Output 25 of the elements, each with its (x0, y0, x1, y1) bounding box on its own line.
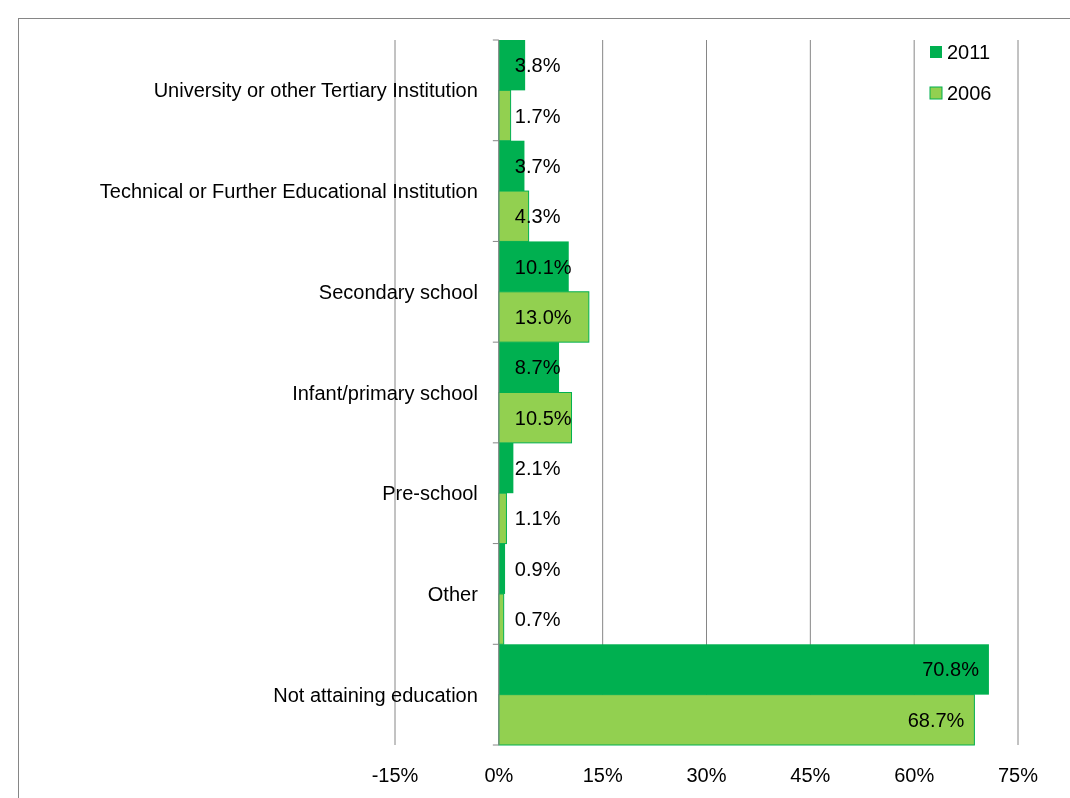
x-tick-label: 60% (894, 764, 935, 786)
y-tick-label: Pre-school (382, 482, 478, 505)
x-tick-label: 45% (790, 764, 831, 786)
y-tick-label: Technical or Further Educational Institution (99, 180, 478, 203)
y-tick-label: Other (427, 582, 479, 605)
legend-label: 2006 (947, 82, 992, 104)
x-tick-label: 15% (582, 764, 623, 786)
data-label: 2.1% (514, 457, 561, 480)
data-label: 1.7% (514, 104, 561, 127)
data-label: 0.9% (514, 557, 561, 580)
y-tick-label: Not attaining education (273, 683, 478, 706)
data-label: 13.0% (514, 305, 572, 328)
x-tick-label: 75% (997, 764, 1039, 786)
y-tick-label: University or other Tertiary Institution (153, 79, 478, 102)
y-tick-label: Infant/primary school (292, 381, 478, 404)
data-label: 68.7% (907, 708, 965, 731)
data-label: 70.8% (922, 658, 980, 681)
x-tick-label: -15% (371, 764, 419, 786)
data-label: 1.1% (514, 507, 561, 530)
data-label: 0.7% (514, 608, 561, 631)
data-label: 10.5% (514, 406, 572, 429)
x-tick-label: 30% (686, 764, 727, 786)
legend-label: 2011 (947, 41, 991, 63)
x-tick-label: 0% (484, 764, 514, 786)
y-tick-label: Secondary school (318, 280, 478, 303)
